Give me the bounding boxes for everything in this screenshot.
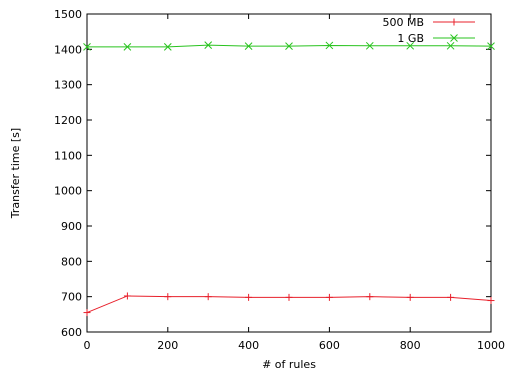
y-tick-label: 1400 [54, 43, 82, 56]
data-point [365, 41, 374, 50]
y-tick-label: 1300 [54, 79, 82, 92]
y-tick-label: 600 [61, 326, 82, 339]
legend: 500 MB 1 GB [382, 16, 475, 45]
y-tick-label: 1500 [54, 8, 82, 21]
y-tick-label: 1000 [54, 185, 82, 198]
data-point [83, 43, 91, 51]
data-point [446, 41, 455, 50]
y-tick-label: 1200 [54, 114, 82, 127]
x-axis-label: # of rules [262, 358, 316, 371]
data-point [285, 42, 293, 51]
legend-marker [450, 34, 458, 42]
y-tick-label: 1100 [54, 149, 82, 162]
data-point [325, 41, 334, 50]
y-axis-label: Transfer time [s] [9, 128, 22, 219]
data-point [244, 42, 253, 51]
data-point [204, 41, 213, 49]
plot-frame [86, 13, 492, 333]
x-tick-label: 800 [400, 339, 421, 352]
data-point [406, 41, 415, 50]
legend-label: 1 GB [397, 32, 424, 45]
y-tick-label: 700 [61, 291, 82, 304]
x-tick-label: 600 [319, 339, 340, 352]
y-tick-label: 900 [61, 220, 82, 233]
series-layer [83, 41, 495, 317]
legend-label: 500 MB [382, 16, 424, 29]
data-point [487, 42, 495, 51]
data-point [163, 43, 172, 51]
series-1 [83, 41, 495, 51]
series-0 [83, 292, 495, 317]
y-tick-label: 800 [61, 255, 82, 268]
x-tick-label: 200 [157, 339, 178, 352]
data-point [123, 43, 132, 51]
x-tick-label: 400 [238, 339, 259, 352]
axes: 0 200 400 600 800 1000 600 700 800 900 1000 1100 120… [54, 8, 505, 352]
x-tick-label: 1000 [477, 339, 505, 352]
x-tick-label: 0 [84, 339, 91, 352]
